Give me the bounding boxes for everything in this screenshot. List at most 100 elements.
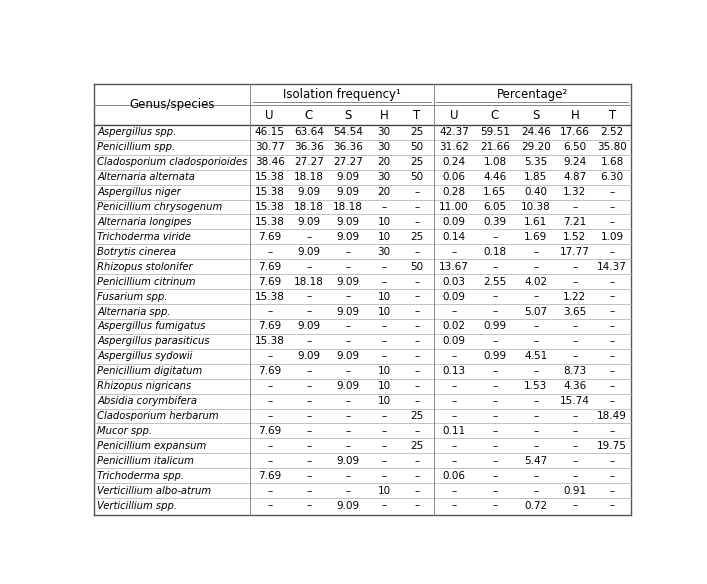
Text: –: – — [572, 277, 578, 287]
Text: 15.74: 15.74 — [560, 396, 590, 406]
Text: 1.52: 1.52 — [563, 232, 587, 242]
Text: –: – — [381, 426, 387, 436]
Text: 30.77: 30.77 — [255, 142, 285, 152]
Text: 0.13: 0.13 — [443, 366, 466, 376]
Text: –: – — [414, 307, 420, 317]
Text: –: – — [609, 321, 615, 332]
Text: 9.09: 9.09 — [337, 187, 359, 197]
Text: –: – — [492, 262, 498, 272]
Text: 9.09: 9.09 — [337, 381, 359, 391]
Text: –: – — [414, 202, 420, 212]
Text: –: – — [492, 500, 498, 510]
Text: Penicillium citrinum: Penicillium citrinum — [97, 277, 196, 287]
Text: –: – — [572, 202, 578, 212]
Text: 21.66: 21.66 — [480, 142, 510, 152]
Text: 27.27: 27.27 — [294, 157, 324, 167]
Text: Alternaria alternata: Alternaria alternata — [97, 172, 195, 182]
Text: 15.38: 15.38 — [255, 172, 285, 182]
Text: 0.06: 0.06 — [443, 172, 465, 182]
Text: –: – — [267, 486, 272, 496]
Text: –: – — [306, 262, 312, 272]
Text: 8.73: 8.73 — [563, 366, 587, 376]
Text: 29.20: 29.20 — [521, 142, 551, 152]
Text: 30: 30 — [378, 172, 390, 182]
Text: –: – — [572, 471, 578, 481]
Text: 30: 30 — [378, 127, 390, 137]
Text: –: – — [609, 247, 615, 257]
Text: –: – — [609, 217, 615, 227]
Text: –: – — [381, 411, 387, 421]
Text: –: – — [267, 456, 272, 466]
Text: 1.65: 1.65 — [484, 187, 506, 197]
Text: –: – — [572, 456, 578, 466]
Text: 7.69: 7.69 — [258, 262, 281, 272]
Text: –: – — [414, 456, 420, 466]
Text: –: – — [609, 471, 615, 481]
Text: Cladosporium cladosporioides: Cladosporium cladosporioides — [97, 157, 247, 167]
Text: 50: 50 — [411, 172, 423, 182]
Text: –: – — [492, 381, 498, 391]
Text: –: – — [492, 456, 498, 466]
Text: –: – — [451, 247, 457, 257]
Text: –: – — [609, 396, 615, 406]
Text: –: – — [451, 381, 457, 391]
Text: 7.69: 7.69 — [258, 426, 281, 436]
Text: 54.54: 54.54 — [333, 127, 363, 137]
Text: 0.14: 0.14 — [443, 232, 466, 242]
Text: 15.38: 15.38 — [255, 336, 285, 346]
Text: Penicillium spp.: Penicillium spp. — [97, 142, 175, 152]
Text: 15.38: 15.38 — [255, 202, 285, 212]
Text: –: – — [306, 396, 312, 406]
Text: 25: 25 — [411, 441, 423, 451]
Text: –: – — [533, 486, 539, 496]
Text: 0.11: 0.11 — [443, 426, 466, 436]
Text: Rhizopus nigricans: Rhizopus nigricans — [97, 381, 192, 391]
Text: –: – — [267, 381, 272, 391]
Text: –: – — [345, 321, 351, 332]
Text: –: – — [609, 336, 615, 346]
Text: –: – — [451, 352, 457, 361]
Text: –: – — [414, 321, 420, 332]
Text: 9.24: 9.24 — [563, 157, 587, 167]
Text: –: – — [345, 471, 351, 481]
Text: –: – — [267, 307, 272, 317]
Text: 1.08: 1.08 — [484, 157, 506, 167]
Text: –: – — [492, 411, 498, 421]
Text: –: – — [414, 471, 420, 481]
Text: –: – — [533, 411, 539, 421]
Text: –: – — [572, 426, 578, 436]
Text: –: – — [414, 366, 420, 376]
Text: 20: 20 — [378, 187, 390, 197]
Text: U: U — [266, 109, 274, 121]
Text: 1.68: 1.68 — [600, 157, 624, 167]
Text: 0.91: 0.91 — [563, 486, 587, 496]
Text: 11.00: 11.00 — [439, 202, 469, 212]
Text: –: – — [572, 336, 578, 346]
Text: –: – — [306, 336, 312, 346]
Text: 10: 10 — [378, 232, 390, 242]
Text: –: – — [267, 396, 272, 406]
Text: Fusarium spp.: Fusarium spp. — [97, 291, 168, 301]
Text: 9.09: 9.09 — [297, 187, 320, 197]
Text: 9.09: 9.09 — [297, 247, 320, 257]
Text: 0.18: 0.18 — [484, 247, 506, 257]
Text: –: – — [609, 486, 615, 496]
Text: –: – — [414, 291, 420, 301]
Text: 0.03: 0.03 — [443, 277, 465, 287]
Text: 25: 25 — [411, 157, 423, 167]
Text: Trichoderma spp.: Trichoderma spp. — [97, 471, 184, 481]
Text: –: – — [306, 456, 312, 466]
Text: –: – — [609, 500, 615, 510]
Text: –: – — [451, 456, 457, 466]
Text: –: – — [451, 486, 457, 496]
Text: Aspergillus parasiticus: Aspergillus parasiticus — [97, 336, 210, 346]
Text: 10: 10 — [378, 396, 390, 406]
Text: –: – — [609, 352, 615, 361]
Text: Penicillium expansum: Penicillium expansum — [97, 441, 206, 451]
Text: –: – — [381, 352, 387, 361]
Text: –: – — [381, 262, 387, 272]
Text: 9.09: 9.09 — [337, 172, 359, 182]
Text: 4.51: 4.51 — [524, 352, 547, 361]
Text: –: – — [609, 456, 615, 466]
Text: H: H — [571, 109, 579, 121]
